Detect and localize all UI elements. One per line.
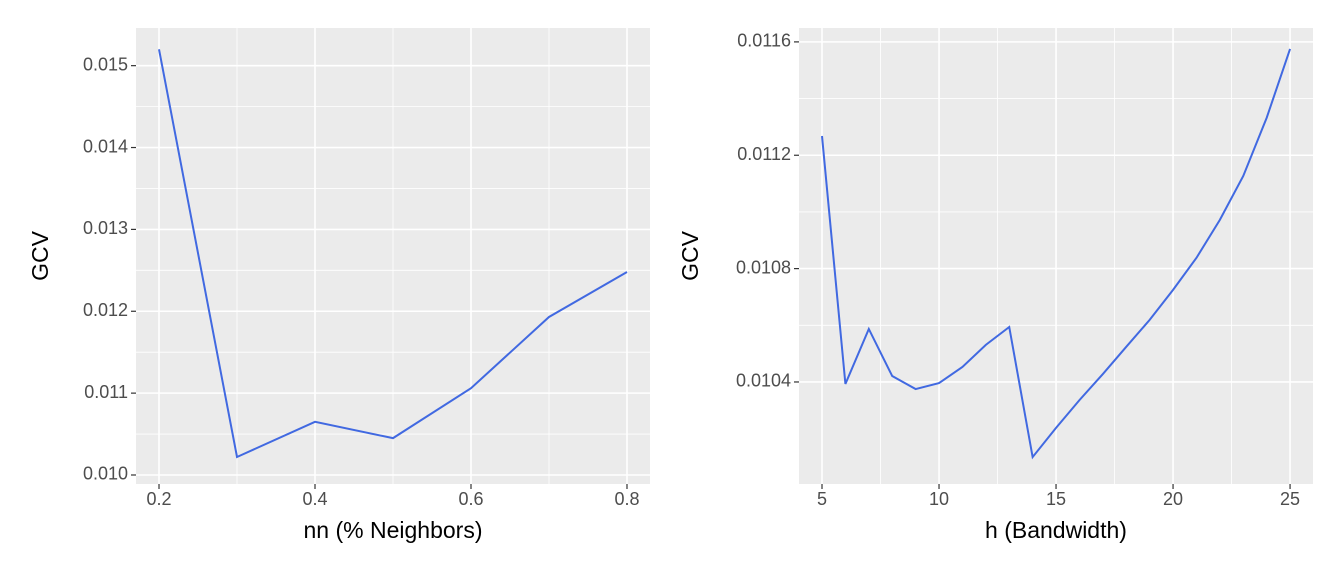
y-tick-label: 0.010 [83, 464, 128, 484]
y-tick-label: 0.012 [83, 300, 128, 320]
y-axis-title: GCV [677, 230, 703, 281]
x-tick-label: 10 [929, 489, 949, 509]
y-tick-label: 0.015 [83, 54, 128, 74]
x-tick-label: 0.2 [146, 489, 171, 509]
data-line [821, 48, 1292, 460]
y-tick-label: 0.013 [83, 218, 128, 238]
y-axis-title: GCV [27, 230, 53, 281]
y-tick-label: 0.0116 [737, 31, 791, 51]
x-tick-label: 0.8 [614, 489, 639, 509]
y-tick-label: 0.0108 [736, 257, 791, 277]
x-tick-label: 20 [1163, 489, 1183, 509]
x-axis-title: nn (% Neighbors) [304, 517, 483, 543]
x-tick-label: 0.4 [302, 489, 327, 509]
x-tick-label: 5 [817, 489, 827, 509]
y-tick-label: 0.0112 [737, 144, 791, 164]
x-axis-title: h (Bandwidth) [985, 517, 1127, 543]
x-tick-label: 25 [1280, 489, 1300, 509]
x-tick-label: 15 [1046, 489, 1066, 509]
y-tick-label: 0.014 [83, 136, 128, 156]
data-line [158, 49, 628, 459]
y-tick-label: 0.011 [84, 382, 128, 402]
y-tick-label: 0.0104 [736, 371, 791, 391]
x-tick-label: 0.6 [458, 489, 483, 509]
